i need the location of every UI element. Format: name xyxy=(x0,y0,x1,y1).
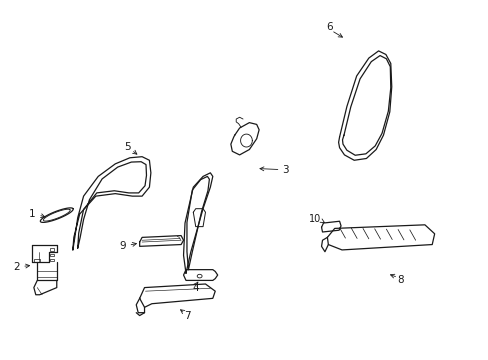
Text: 10: 10 xyxy=(308,214,321,224)
Text: 4: 4 xyxy=(192,283,199,293)
Bar xyxy=(50,259,54,261)
Text: 1: 1 xyxy=(29,209,36,219)
Text: 2: 2 xyxy=(13,262,20,272)
Text: 6: 6 xyxy=(326,22,332,32)
Text: 9: 9 xyxy=(119,241,125,251)
Bar xyxy=(50,254,54,256)
Text: 7: 7 xyxy=(183,311,190,321)
Bar xyxy=(50,248,54,251)
Text: 3: 3 xyxy=(282,165,289,175)
Text: 5: 5 xyxy=(124,142,130,152)
Text: 8: 8 xyxy=(396,275,403,285)
Bar xyxy=(34,259,40,262)
